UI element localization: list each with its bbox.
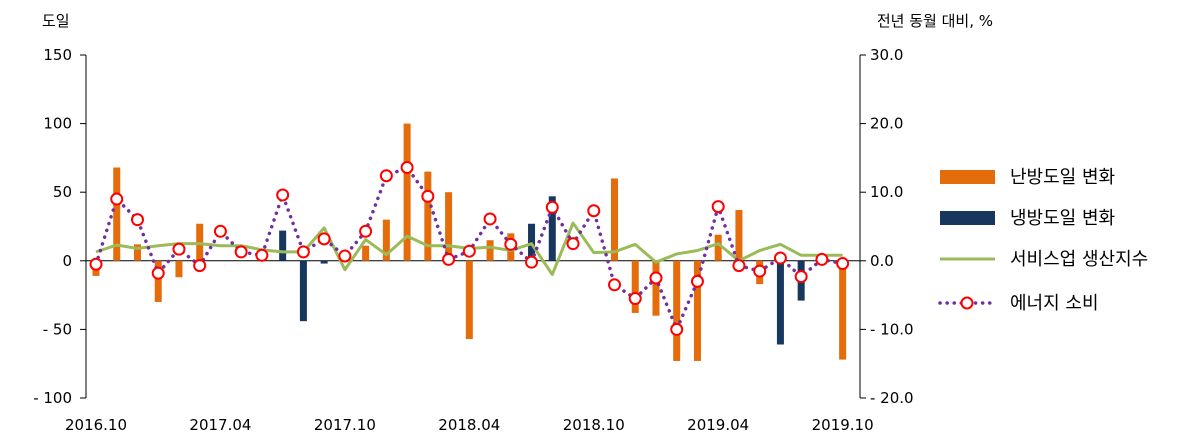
left-tick-label: 150 xyxy=(43,46,72,64)
heating-bar xyxy=(673,260,681,361)
x-tick-label: 2017.10 xyxy=(314,416,376,434)
heating-bar xyxy=(735,210,743,261)
heating-bar xyxy=(465,260,473,340)
energy-consumption-marker xyxy=(359,224,373,238)
energy-consumption-marker xyxy=(525,255,539,269)
energy-consumption-marker xyxy=(483,212,497,226)
energy-consumption-marker xyxy=(462,244,476,258)
legend-label: 서비스업 생산지수 xyxy=(1010,249,1148,270)
axes: 도일 전년 동월 대비, % 150 100 50 0 - 50 - 100 30.0 20.0 1… xyxy=(33,12,993,434)
energy-consumption-marker xyxy=(649,271,663,285)
energy-consumption-marker xyxy=(400,161,414,175)
energy-consumption-marker xyxy=(545,200,559,214)
energy-consumption-marker xyxy=(690,274,704,288)
energy-consumption-marker xyxy=(110,192,124,206)
left-tick-label: - 50 xyxy=(43,320,72,338)
bars xyxy=(92,123,847,361)
left-tick-label: 100 xyxy=(43,115,72,133)
cooling-bar xyxy=(279,230,287,261)
energy-consumption-marker xyxy=(213,224,227,238)
energy-consumption-marker xyxy=(587,204,601,218)
heating-bar xyxy=(403,123,411,261)
energy-consumption-marker xyxy=(628,292,642,306)
energy-consumption-marker xyxy=(566,237,580,251)
left-tick-label: - 100 xyxy=(33,389,72,407)
energy-consumption-marker xyxy=(608,278,621,292)
heating-bar xyxy=(113,167,121,261)
x-tick-label: 2017.04 xyxy=(189,416,251,434)
heating-bar xyxy=(839,260,847,360)
energy-consumption-marker xyxy=(753,264,767,278)
cooling-bar xyxy=(776,260,784,345)
legend-label: 에너지 소비 xyxy=(1010,293,1099,314)
energy-consumption-marker xyxy=(442,252,456,266)
right-axis-title: 전년 동월 대비, % xyxy=(877,12,993,30)
energy-consumption-marker xyxy=(234,245,248,259)
heating-bar xyxy=(631,260,639,313)
legend-marker xyxy=(960,296,974,310)
x-tick-label: 2018.04 xyxy=(438,416,500,434)
legend-swatch xyxy=(940,211,995,225)
energy-consumption-marker xyxy=(794,270,808,284)
right-tick-label: - 10.0 xyxy=(870,320,914,338)
energy-consumption-marker xyxy=(172,242,186,256)
energy-consumption-marker xyxy=(255,248,269,262)
markers xyxy=(89,161,850,336)
energy-consumption-marker xyxy=(317,232,331,246)
heating-bar xyxy=(362,245,370,261)
heating-bar xyxy=(486,240,494,261)
heating-bar xyxy=(424,171,432,261)
energy-consumption-marker xyxy=(338,249,352,263)
x-tick-label: 2019.10 xyxy=(812,416,874,434)
cooling-bar xyxy=(548,196,556,261)
heating-bar xyxy=(154,260,162,302)
heating-bar xyxy=(714,234,722,261)
heating-bar xyxy=(133,244,141,261)
heating-bar xyxy=(652,260,660,316)
heating-bar xyxy=(382,219,390,261)
right-tick-label: 20.0 xyxy=(870,115,903,133)
cooling-bar xyxy=(320,260,328,264)
energy-consumption-marker xyxy=(276,188,290,202)
right-tick-label: 10.0 xyxy=(870,183,903,201)
heating-bar xyxy=(693,260,701,361)
energy-consumption-marker xyxy=(193,259,207,273)
energy-consumption-marker xyxy=(296,245,310,259)
legend-swatch xyxy=(940,170,995,184)
heating-bar xyxy=(175,260,183,278)
left-axis-title: 도일 xyxy=(42,12,70,30)
energy-consumption-marker xyxy=(670,322,684,336)
x-tick-label: 2019.04 xyxy=(687,416,749,434)
energy-consumption-marker xyxy=(773,251,787,265)
legend-label: 난방도일 변화 xyxy=(1010,167,1115,188)
energy-consumption-marker xyxy=(379,169,393,183)
energy-consumption-marker xyxy=(836,257,850,271)
energy-consumption-marker xyxy=(151,266,165,280)
energy-consumption-marker xyxy=(89,257,103,271)
x-tick-label: 2016.10 xyxy=(65,416,127,434)
left-tick-label: 0 xyxy=(62,252,72,270)
cooling-bar xyxy=(299,260,307,322)
energy-consumption-marker xyxy=(711,200,725,214)
heating-bar xyxy=(445,192,453,261)
right-tick-label: 30.0 xyxy=(870,46,903,64)
x-tick-label: 2018.10 xyxy=(563,416,625,434)
energy-consumption-marker xyxy=(130,213,144,227)
right-tick-label: - 20.0 xyxy=(870,389,914,407)
left-tick-label: 50 xyxy=(53,183,72,201)
energy-consumption-marker xyxy=(421,189,435,203)
energy-consumption-marker xyxy=(732,259,746,273)
heating-bar xyxy=(611,178,618,261)
energy-consumption-marker xyxy=(504,237,518,251)
legend-label: 냉방도일 변화 xyxy=(1010,208,1115,229)
right-tick-label: 0.0 xyxy=(870,252,894,270)
energy-consumption-marker xyxy=(815,252,829,266)
